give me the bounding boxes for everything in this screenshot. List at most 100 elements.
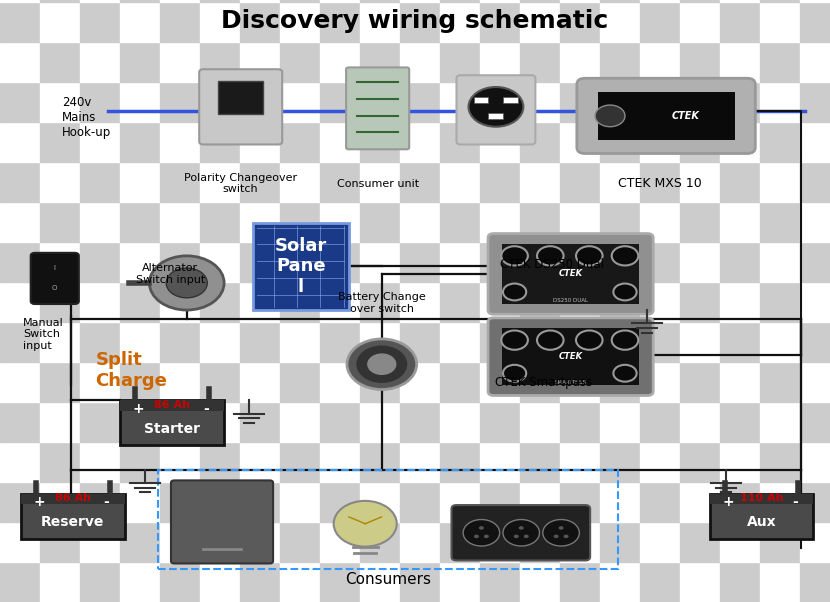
Circle shape [479,526,484,530]
Circle shape [576,330,603,350]
Bar [120,0,160,2]
Circle shape [474,535,479,538]
Bar [640,162,680,202]
Bar [160,562,200,602]
Bar [680,482,720,522]
Bar [0,2,40,42]
Bar [80,402,120,442]
Bar [200,522,240,562]
Bar [520,322,560,362]
Text: CTEK: CTEK [559,270,583,278]
Text: Discovery wiring schematic: Discovery wiring schematic [222,9,608,33]
Bar [160,82,200,122]
Bar [520,522,560,562]
Bar [760,402,800,442]
Bar [560,82,600,122]
Bar [0,522,40,562]
Circle shape [519,526,524,530]
Bar [160,442,200,482]
Circle shape [612,246,638,265]
Circle shape [524,535,529,538]
Bar [720,162,760,202]
Bar [680,82,720,122]
Bar [440,442,480,482]
Bar [80,562,120,602]
Bar [600,122,640,162]
Text: CTEK: CTEK [559,352,583,361]
Bar [560,122,600,162]
Bar [400,442,440,482]
Bar [320,562,360,602]
Bar [400,122,440,162]
Bar [280,282,320,322]
Bar [360,482,400,522]
Bar [120,562,160,602]
Bar [280,0,320,2]
Bar [400,562,440,602]
Bar [440,162,480,202]
Circle shape [484,535,489,538]
FancyBboxPatch shape [452,505,590,560]
Bar [0,442,40,482]
Bar [253,223,349,310]
Bar [800,0,830,2]
Bar [40,42,80,82]
Text: SMARTPASS: SMARTPASS [554,380,587,385]
Text: Solar
Pane
l: Solar Pane l [275,237,327,296]
Bar [680,402,720,442]
Bar [120,400,224,411]
Text: Reserve: Reserve [41,515,105,529]
FancyBboxPatch shape [488,234,653,314]
Bar [160,322,200,362]
Bar [240,122,280,162]
Bar [40,442,80,482]
Bar [160,282,200,322]
Bar [80,362,120,402]
Bar [720,42,760,82]
Circle shape [503,520,540,546]
Bar [680,2,720,42]
Bar [400,362,440,402]
Bar [640,2,680,42]
Bar [600,282,640,322]
Bar [720,2,760,42]
Bar [560,402,600,442]
Bar [560,482,600,522]
Bar [160,522,200,562]
Bar [320,82,360,122]
Bar [360,402,400,442]
Bar [640,482,680,522]
Bar [560,0,600,2]
Text: Manual
Switch
input: Manual Switch input [23,317,64,351]
Bar [21,494,124,539]
Bar [360,162,400,202]
Bar [680,322,720,362]
Bar [360,0,400,2]
Bar [600,522,640,562]
Bar [440,2,480,42]
Bar [640,322,680,362]
Bar [800,522,830,562]
Bar [520,2,560,42]
Bar [320,322,360,362]
Bar [160,362,200,402]
Bar [160,402,200,442]
Bar [480,162,520,202]
Circle shape [368,354,396,374]
Bar [40,2,80,42]
Bar [120,242,160,282]
Bar [320,0,360,2]
Bar [640,82,680,122]
Bar [80,122,120,162]
Bar [80,2,120,42]
Bar [680,122,720,162]
Bar [760,482,800,522]
Bar [600,0,640,2]
Circle shape [463,520,500,546]
Text: CTEK MXS 10: CTEK MXS 10 [618,177,701,190]
Circle shape [503,365,526,382]
Bar [200,482,240,522]
Bar [0,242,40,282]
Bar [280,522,320,562]
Bar [200,322,240,362]
